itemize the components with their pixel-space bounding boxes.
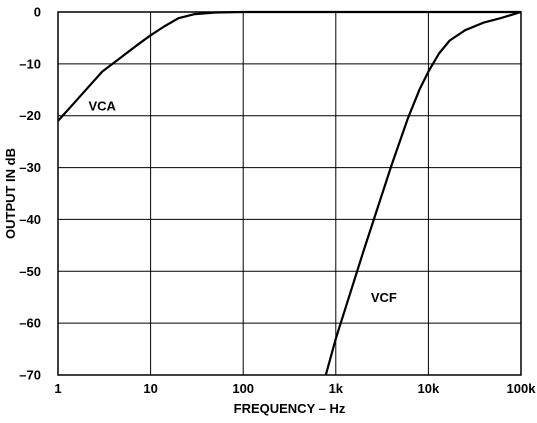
x-tick-label: 10 — [143, 381, 157, 396]
x-tick-label: 1 — [54, 381, 61, 396]
y-tick-label: –30 — [19, 160, 41, 175]
series-line-vca — [57, 10, 521, 122]
series-label-vca: VCA — [88, 98, 116, 113]
x-tick-label: 1k — [329, 381, 344, 396]
x-tick-labels: 1 10 100 1k 10k 100k — [54, 381, 536, 396]
y-tick-label: –70 — [19, 368, 41, 383]
series-layer — [57, 10, 522, 376]
x-tick-label: 100k — [507, 381, 537, 396]
y-axis-title: OUTPUT IN dB — [3, 148, 18, 239]
x-tick-label: 10k — [418, 381, 440, 396]
chart-grid — [57, 11, 522, 376]
series-line-vcf — [324, 10, 522, 376]
y-tick-label: –10 — [19, 56, 41, 71]
y-tick-label: –50 — [19, 264, 41, 279]
y-tick-label: –20 — [19, 108, 41, 123]
x-axis-title: FREQUENCY – Hz — [234, 401, 346, 416]
y-tick-label: –60 — [19, 316, 41, 331]
y-tick-label: –40 — [19, 212, 41, 227]
y-tick-labels: 0 –10 –20 –30 –40 –50 –60 –70 — [19, 5, 41, 383]
series-label-vcf: VCF — [371, 290, 397, 305]
plot-frame — [57, 11, 522, 376]
series-labels: VCA VCF — [88, 98, 396, 305]
x-tick-label: 100 — [232, 381, 254, 396]
y-tick-label: 0 — [34, 5, 41, 20]
